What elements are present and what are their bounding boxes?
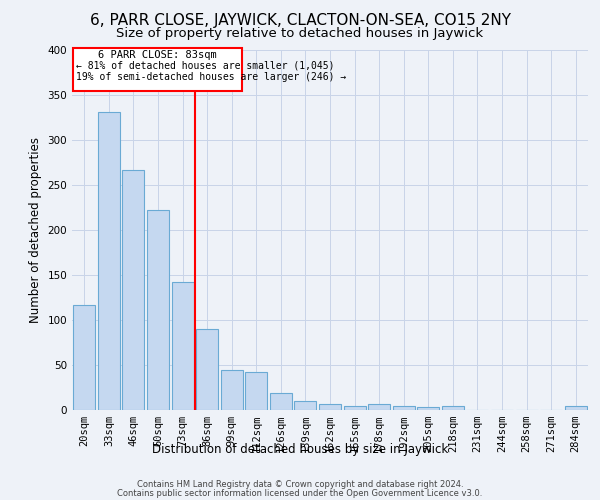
Text: 19% of semi-detached houses are larger (246) →: 19% of semi-detached houses are larger (… [76,72,346,82]
Bar [392,406,415,410]
Bar [98,112,120,410]
Bar [368,404,390,410]
Bar [172,282,194,410]
Bar [319,404,341,410]
Text: Size of property relative to detached houses in Jaywick: Size of property relative to detached ho… [116,28,484,40]
Bar [442,406,464,410]
Bar [270,393,292,410]
Bar [344,406,365,410]
Bar [221,370,243,410]
Bar [147,210,169,410]
Bar [565,406,587,410]
Text: Distribution of detached houses by size in Jaywick: Distribution of detached houses by size … [152,442,448,456]
Text: Contains HM Land Registry data © Crown copyright and database right 2024.: Contains HM Land Registry data © Crown c… [137,480,463,489]
Y-axis label: Number of detached properties: Number of detached properties [29,137,42,323]
Text: 6 PARR CLOSE: 83sqm: 6 PARR CLOSE: 83sqm [98,50,217,60]
Text: Contains public sector information licensed under the Open Government Licence v3: Contains public sector information licen… [118,488,482,498]
Bar [73,304,95,410]
Text: 6, PARR CLOSE, JAYWICK, CLACTON-ON-SEA, CO15 2NY: 6, PARR CLOSE, JAYWICK, CLACTON-ON-SEA, … [89,12,511,28]
Bar [245,372,268,410]
Bar [295,401,316,410]
Bar [196,329,218,410]
Bar [417,408,439,410]
Text: ← 81% of detached houses are smaller (1,045): ← 81% of detached houses are smaller (1,… [76,61,334,71]
Bar [73,48,242,92]
Bar [122,170,145,410]
